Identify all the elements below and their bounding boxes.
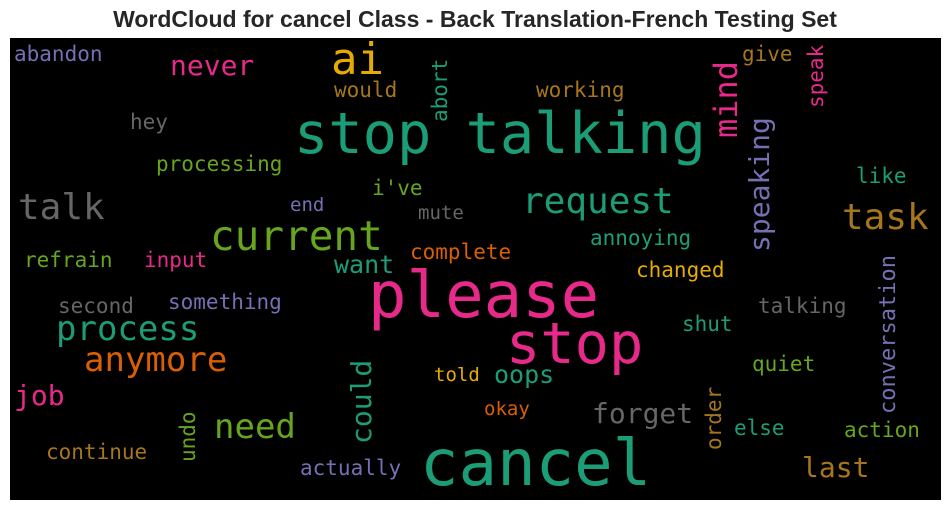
word-input: input [144, 248, 208, 272]
word-like: like [856, 164, 907, 188]
word-current: current [210, 212, 383, 260]
word-please: please [368, 259, 600, 333]
word-stop: stop [506, 311, 644, 377]
word-could: could [345, 359, 378, 444]
word-anymore: anymore [84, 340, 228, 380]
word-continue: continue [46, 440, 148, 464]
word-task: task [842, 197, 929, 238]
word-order: order [702, 386, 726, 450]
wordcloud-canvas: please cancel stop talking stop ai curre… [10, 38, 941, 500]
word-want: want [334, 250, 395, 279]
word-annoying: annoying [590, 226, 692, 250]
word-told: told [434, 364, 480, 386]
word-something: something [168, 290, 282, 314]
word-ai: ai [331, 38, 384, 85]
word-quiet: quiet [752, 352, 816, 376]
word-talk: talk [18, 187, 105, 228]
word-request: request [522, 181, 674, 222]
word-mute: mute [418, 202, 464, 224]
word-second: second [58, 294, 134, 318]
word-actually: actually [300, 456, 402, 480]
word-forget: forget [592, 397, 694, 430]
word-ive: i've [372, 176, 423, 200]
word-talking: talking [758, 294, 847, 318]
word-okay: okay [484, 398, 530, 420]
word-process: process [56, 309, 200, 349]
word-refrain: refrain [24, 248, 113, 272]
word-hey: hey [130, 110, 168, 134]
word-conversation: conversation [876, 255, 901, 414]
word-never: never [170, 49, 255, 82]
word-abort: abort [428, 58, 452, 122]
word-mind: mind [707, 60, 745, 138]
word-undo: undo [176, 411, 200, 462]
word-shut: shut [682, 312, 733, 336]
word-speak: speak [804, 44, 828, 108]
word-complete: complete [410, 240, 512, 264]
word-processing: processing [156, 152, 283, 176]
chart-title: WordCloud for cancel Class - Back Transl… [113, 6, 837, 32]
word-would: would [334, 78, 398, 102]
word-oops: oops [494, 360, 555, 389]
word-job: job [14, 379, 65, 412]
word-working: working [536, 78, 625, 102]
word-need: need [214, 407, 296, 447]
word-changed: changed [636, 258, 725, 282]
word-else: else [734, 416, 785, 440]
word-give: give [742, 42, 793, 66]
word-end: end [290, 194, 325, 216]
word-stop-talking: stop talking [294, 101, 706, 167]
word-last: last [802, 451, 870, 484]
word-cancel: cancel [420, 427, 652, 500]
word-action: action [844, 418, 920, 442]
word-abandon: abandon [14, 42, 103, 66]
word-speaking: speaking [743, 117, 776, 252]
